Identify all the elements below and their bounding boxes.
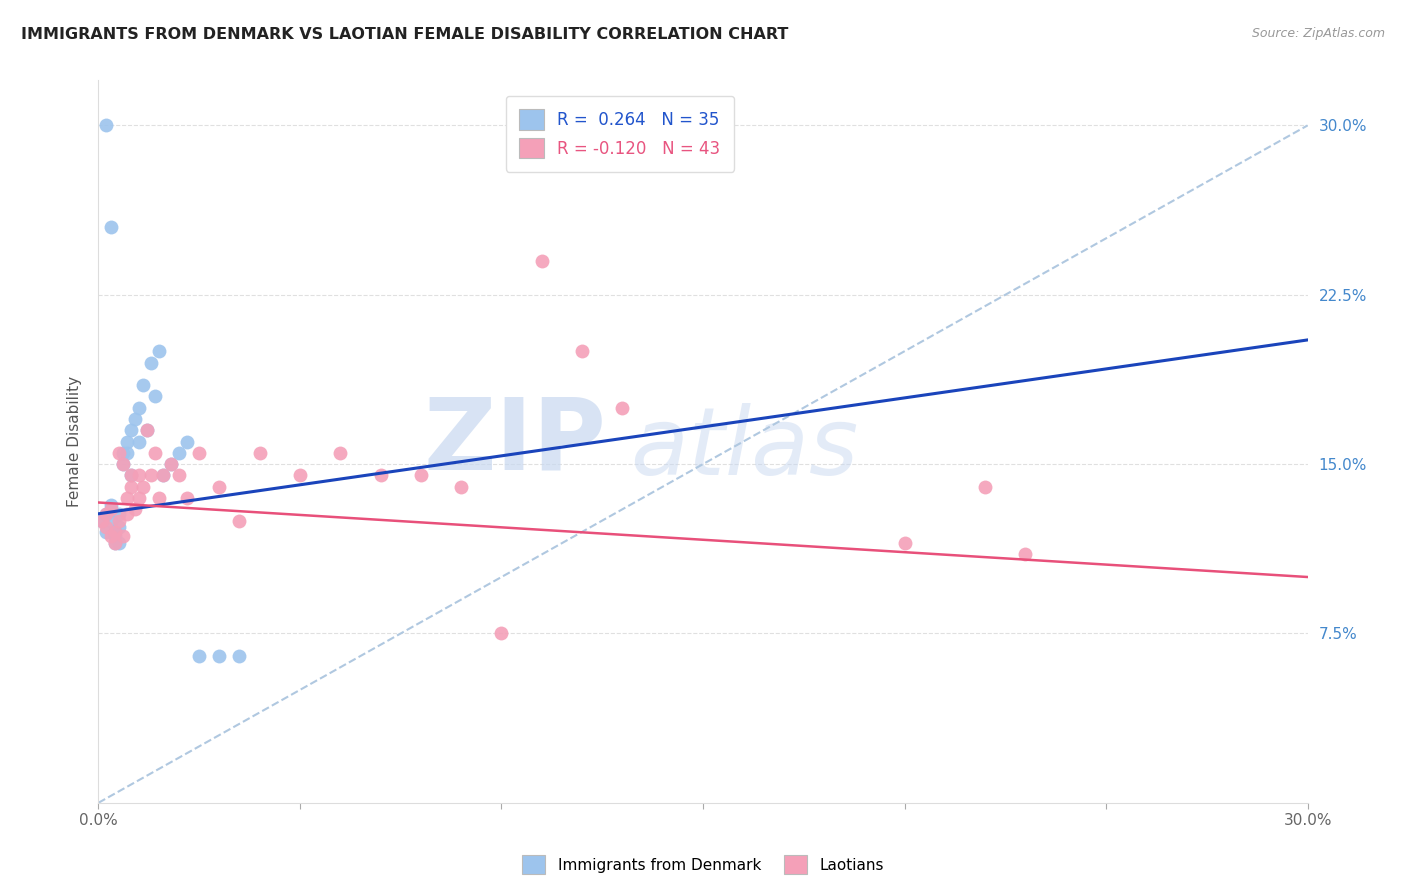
Point: [111, 457, 134, 471]
Point: [288, 468, 311, 483]
Text: atlas: atlas: [630, 403, 859, 494]
Point: [208, 648, 231, 663]
Point: [128, 491, 150, 505]
Point: [91, 514, 114, 528]
Legend: R =  0.264   N = 35, R = -0.120   N = 43: R = 0.264 N = 35, R = -0.120 N = 43: [506, 95, 734, 171]
Point: [111, 529, 134, 543]
Point: [188, 648, 211, 663]
Point: [132, 480, 155, 494]
Point: [160, 457, 183, 471]
Point: [143, 446, 166, 460]
Point: [100, 502, 122, 516]
Point: [124, 412, 146, 426]
Point: [409, 468, 432, 483]
Point: [450, 480, 472, 494]
Point: [115, 446, 138, 460]
Point: [100, 220, 122, 235]
Point: [148, 491, 170, 505]
Point: [111, 457, 134, 471]
Point: [103, 524, 125, 539]
Point: [103, 536, 125, 550]
Point: [128, 468, 150, 483]
Point: [160, 457, 183, 471]
Point: [100, 502, 122, 516]
Point: [139, 468, 162, 483]
Point: [893, 536, 915, 550]
Point: [96, 507, 118, 521]
Point: [120, 480, 142, 494]
Point: [100, 529, 122, 543]
Point: [612, 401, 634, 415]
Point: [107, 514, 129, 528]
Point: [249, 446, 271, 460]
Point: [96, 520, 118, 534]
Point: [228, 648, 250, 663]
Point: [143, 389, 166, 403]
Point: [208, 480, 231, 494]
Point: [152, 468, 174, 483]
Legend: Immigrants from Denmark, Laotians: Immigrants from Denmark, Laotians: [516, 849, 890, 880]
Point: [176, 491, 198, 505]
Point: [491, 626, 513, 640]
Point: [167, 468, 190, 483]
Point: [974, 480, 997, 494]
Point: [132, 378, 155, 392]
Point: [135, 423, 157, 437]
Point: [135, 423, 157, 437]
Point: [128, 401, 150, 415]
Point: [115, 434, 138, 449]
Point: [530, 253, 553, 268]
Point: [103, 529, 125, 543]
Point: [107, 520, 129, 534]
Point: [115, 507, 138, 521]
Point: [91, 514, 114, 528]
Point: [120, 468, 142, 483]
Text: Source: ZipAtlas.com: Source: ZipAtlas.com: [1251, 27, 1385, 40]
Point: [103, 536, 125, 550]
Point: [100, 498, 122, 512]
Text: IMMIGRANTS FROM DENMARK VS LAOTIAN FEMALE DISABILITY CORRELATION CHART: IMMIGRANTS FROM DENMARK VS LAOTIAN FEMAL…: [21, 27, 789, 42]
Point: [100, 514, 122, 528]
Point: [370, 468, 392, 483]
Point: [124, 502, 146, 516]
Point: [96, 119, 118, 133]
Point: [176, 434, 198, 449]
Point: [107, 446, 129, 460]
Point: [120, 468, 142, 483]
Text: ZIP: ZIP: [423, 393, 606, 490]
Point: [96, 507, 118, 521]
Point: [111, 446, 134, 460]
Point: [167, 446, 190, 460]
Point: [96, 524, 118, 539]
Point: [139, 355, 162, 369]
Point: [103, 524, 125, 539]
Point: [107, 536, 129, 550]
Point: [148, 344, 170, 359]
Point: [1014, 548, 1036, 562]
Point: [115, 491, 138, 505]
Y-axis label: Female Disability: Female Disability: [67, 376, 83, 508]
Point: [120, 423, 142, 437]
Point: [152, 468, 174, 483]
Point: [188, 446, 211, 460]
Point: [128, 434, 150, 449]
Point: [329, 446, 352, 460]
Point: [571, 344, 593, 359]
Point: [228, 514, 250, 528]
Point: [107, 507, 129, 521]
